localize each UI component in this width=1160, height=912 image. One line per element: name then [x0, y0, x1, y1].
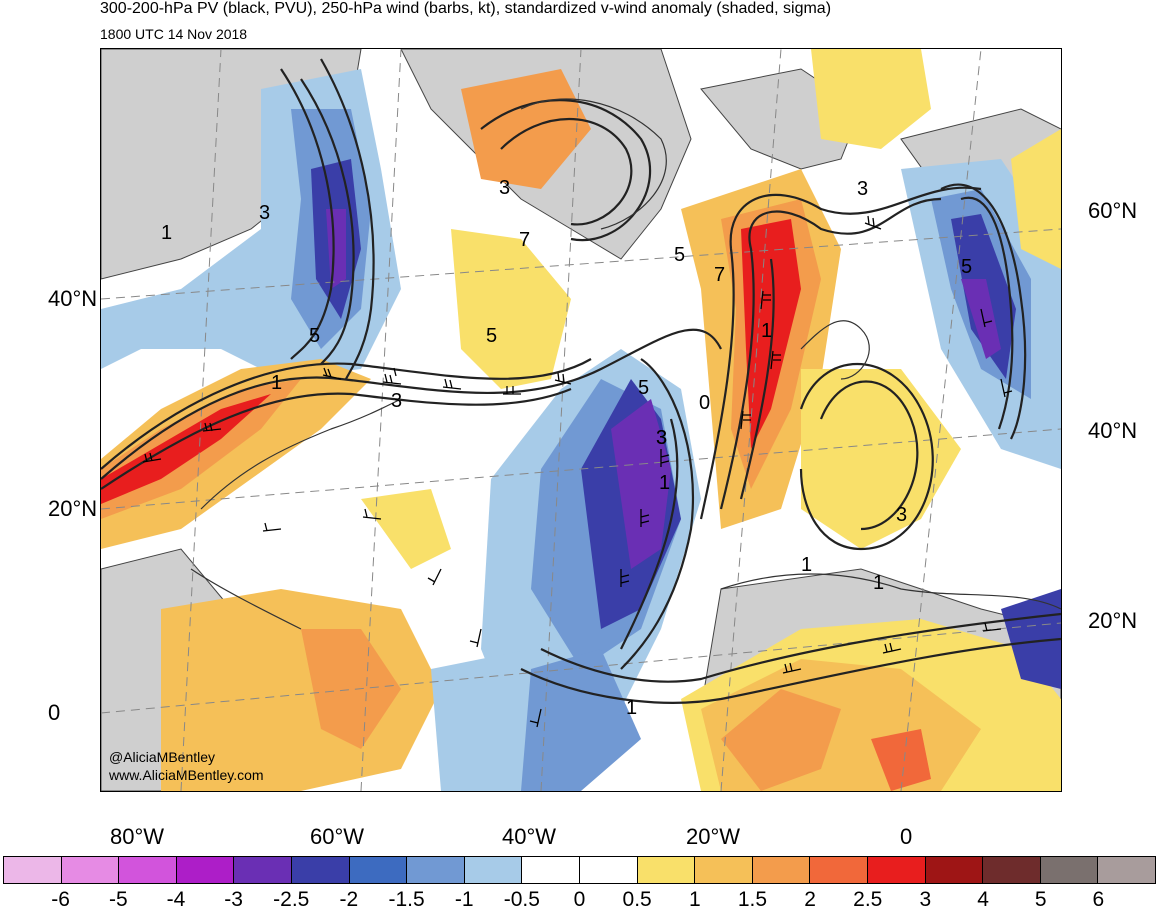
colorbar-tick-label: -1.5	[388, 888, 425, 911]
pv-label: 7	[519, 229, 530, 251]
pv-label: 3	[656, 427, 667, 449]
map-canvas: 3 1 3 7 5 5 3 3 1 5 3 1 0 5 7 1 3 3 1 5 …	[101, 49, 1061, 791]
colorbar-tick-label: 0.5	[622, 888, 652, 911]
pv-label: 3	[656, 427, 667, 449]
wind-barbs	[142, 215, 1013, 728]
map-title: 300-200-hPa PV (black, PVU), 250-hPa win…	[100, 0, 832, 17]
lat-label-left: 40°N	[48, 286, 98, 311]
colorbar-box	[464, 857, 523, 883]
colorbar-box	[695, 857, 753, 883]
lat-label-right: 40°N	[1088, 418, 1138, 443]
pv-label: 1	[626, 697, 637, 719]
colorbar-box	[867, 857, 926, 883]
pv-label: 1	[801, 554, 812, 576]
lat-label-left: 0	[48, 700, 61, 725]
colorbar-box	[925, 857, 984, 883]
lon-label: 0	[900, 824, 913, 849]
pv-label: 5	[638, 377, 649, 399]
colorbar-box	[61, 857, 120, 883]
colorbar-tick-label: -0.5	[503, 888, 540, 911]
lon-label: 20°W	[686, 824, 741, 849]
v-anomaly-shading	[101, 49, 1061, 791]
colorbar	[3, 856, 1156, 884]
colorbar-tick-label: 0	[573, 888, 586, 911]
colorbar-box	[983, 857, 1041, 883]
pv-label: 3	[857, 178, 868, 200]
pv-label: 0	[699, 392, 710, 414]
colorbar-box	[637, 857, 696, 883]
colorbar-box	[119, 857, 177, 883]
pv-label: 1	[873, 572, 884, 594]
lon-label: 40°W	[502, 824, 557, 849]
colorbar-tick-label: -5	[108, 888, 128, 911]
colorbar-tick-label: 2	[804, 888, 816, 911]
pv-label: 1	[161, 222, 172, 244]
colorbar-tick-label: 1.5	[737, 888, 768, 911]
pv-label: 3	[391, 390, 402, 412]
pv-label: 3	[259, 202, 270, 224]
lat-label-right: 60°N	[1088, 198, 1138, 223]
lon-label: 80°W	[110, 824, 165, 849]
colorbar-box	[522, 857, 580, 883]
pv-label: 1	[271, 372, 282, 394]
colorbar-box	[579, 857, 638, 883]
colorbar-box	[407, 857, 465, 883]
credit-handle: @AliciaMBentley	[109, 749, 216, 765]
colorbar-tick-label: 5	[1034, 888, 1047, 911]
pv-contour-labels: 3 1 3 7 5 5 3 3 1 5 3 1 0 5 7 1 3 3 1 5 …	[161, 177, 972, 719]
colorbar-box	[176, 857, 235, 883]
pv-label: 3	[896, 504, 907, 526]
colorbar-tick-label: -6	[51, 888, 70, 911]
colorbar-tick-label: -2	[339, 888, 359, 911]
pv-label: 1	[761, 320, 772, 342]
colorbar-tick-label: -1	[454, 888, 474, 911]
lat-label-right: 20°N	[1088, 608, 1138, 633]
graticule	[101, 49, 1061, 791]
colorbar-tick-label: 6	[1092, 888, 1105, 911]
colorbar-tick-label: -4	[166, 888, 186, 911]
colorbar-box	[810, 857, 868, 883]
credit-url: www.AliciaMBentley.com	[109, 767, 264, 783]
lat-label-left: 20°N	[48, 496, 98, 521]
colorbar-box	[4, 857, 62, 883]
map-panel: 3 1 3 7 5 5 3 3 1 5 3 1 0 5 7 1 3 3 1 5 …	[100, 48, 1062, 792]
pv-contours	[101, 58, 1061, 704]
colorbar-box	[752, 857, 811, 883]
map-valid-time: 1800 UTC 14 Nov 2018	[100, 26, 248, 42]
pv-label: 5	[674, 244, 685, 266]
colorbar-box	[1040, 857, 1099, 883]
pv-label: 1	[659, 472, 670, 494]
pv-label: 5	[309, 325, 320, 347]
colorbar-tick-label: -3	[224, 888, 243, 911]
pv-label: 5	[486, 325, 497, 347]
coastlines	[190, 98, 1061, 630]
colorbar-tick-label: -2.5	[273, 888, 310, 911]
colorbar-tick-label: 4	[977, 888, 989, 911]
pv-label: 7	[714, 264, 725, 286]
colorbar-box	[291, 857, 350, 883]
colorbar-box	[349, 857, 408, 883]
colorbar-tick-label: 3	[919, 888, 932, 911]
colorbar-box	[1098, 857, 1155, 883]
pv-label: 3	[499, 177, 510, 199]
colorbar-box	[234, 857, 292, 883]
colorbar-tick-label: 2.5	[853, 888, 883, 911]
pv-label: 5	[961, 256, 972, 278]
colorbar-tick-label: 1	[688, 888, 701, 911]
lon-label: 60°W	[310, 824, 365, 849]
